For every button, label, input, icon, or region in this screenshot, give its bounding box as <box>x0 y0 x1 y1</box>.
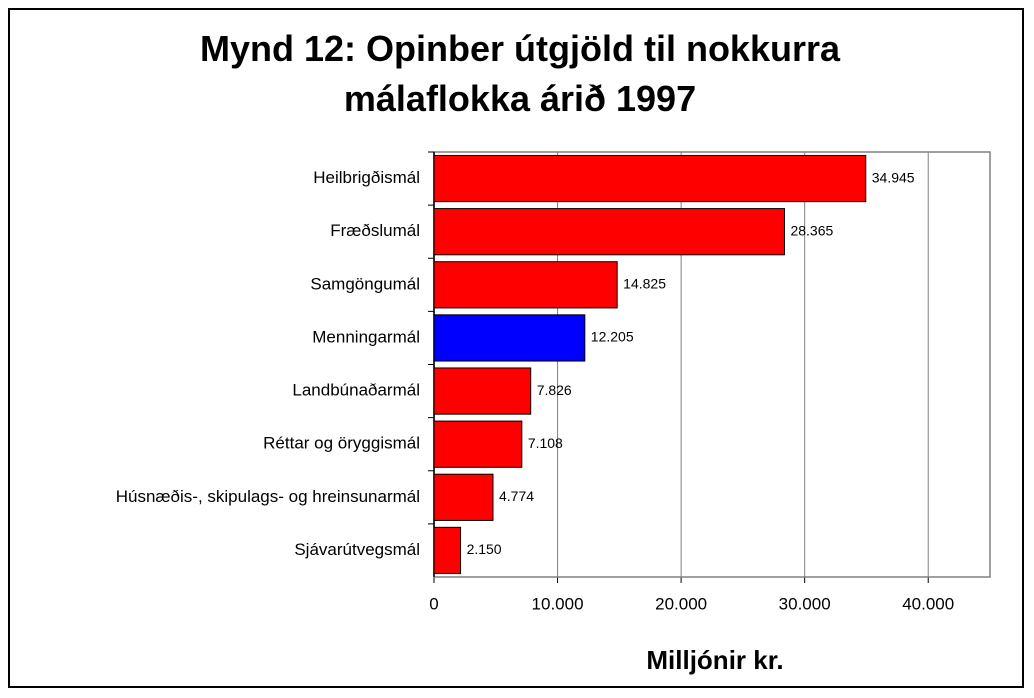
value-label: 7.108 <box>528 435 563 451</box>
x-tick-label: 20.000 <box>655 594 707 613</box>
value-label: 7.826 <box>537 382 572 398</box>
x-tick-label: 0 <box>429 594 438 613</box>
bar <box>433 367 532 415</box>
y-tick-label: Menningarmál <box>312 327 420 346</box>
chart-title: Mynd 12: Opinber útgjöld til nokkurra má… <box>199 28 841 119</box>
bar <box>433 420 523 468</box>
chart-frame <box>8 8 1024 688</box>
x-tick-label: 10.000 <box>532 594 584 613</box>
bar <box>433 208 785 256</box>
value-label: 4.774 <box>499 488 534 504</box>
y-tick-label: Heilbrigðismál <box>313 168 420 187</box>
bar <box>433 154 867 203</box>
x-tick-label: 30.000 <box>779 594 831 613</box>
y-tick-label: Réttar og öryggismál <box>263 434 420 453</box>
bar <box>433 473 494 521</box>
bar <box>433 261 618 309</box>
value-label: 2.150 <box>467 541 502 557</box>
y-tick-label: Landbúnaðarmál <box>292 381 420 400</box>
x-axis-label: Milljónir kr. <box>646 645 783 675</box>
value-label: 34.945 <box>872 169 915 185</box>
value-label: 28.365 <box>790 222 833 238</box>
bar <box>433 314 586 362</box>
y-tick-label: Samgöngumál <box>310 274 420 293</box>
value-label: 12.205 <box>591 329 634 345</box>
x-tick-label: 40.000 <box>902 594 954 613</box>
y-tick-label: Sjávarútvegsmál <box>294 540 420 559</box>
y-tick-label: Fræðslumál <box>330 221 420 240</box>
y-tick-label: Húsnæðis-, skipulags- og hreinsunarmál <box>116 487 420 506</box>
value-label: 14.825 <box>623 276 666 292</box>
bar <box>433 526 462 575</box>
